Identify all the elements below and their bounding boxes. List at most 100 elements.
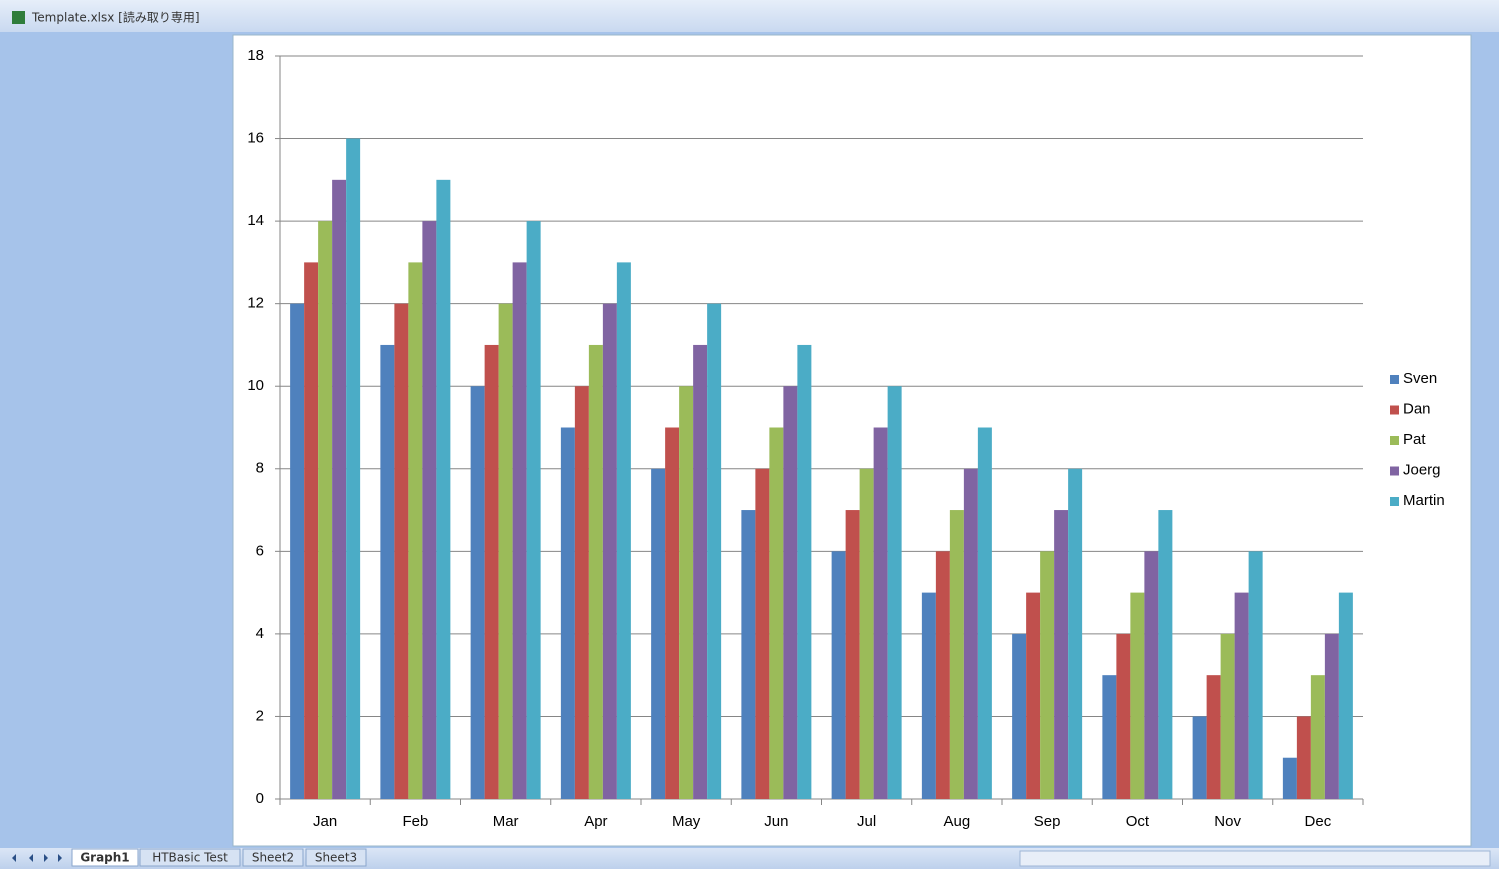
bar <box>574 386 589 799</box>
bar <box>1324 633 1339 799</box>
bar <box>679 386 694 799</box>
sheet-tab-label[interactable]: HTBasic Test <box>152 851 228 865</box>
bar <box>616 262 631 799</box>
bar <box>1144 551 1159 799</box>
x-tick-label: Sep <box>1034 813 1061 830</box>
title-bar <box>0 0 1499 32</box>
x-tick-label: Nov <box>1214 813 1241 830</box>
bar <box>318 221 333 800</box>
x-tick-label: May <box>672 813 701 830</box>
sheet-tab-label[interactable]: Sheet2 <box>252 851 294 865</box>
tab-nav[interactable] <box>12 854 62 862</box>
sheet-tab[interactable] <box>71 848 139 867</box>
y-tick-label: 4 <box>256 625 264 642</box>
bar <box>769 427 784 799</box>
bar <box>1116 633 1131 799</box>
bar <box>707 303 722 799</box>
sheet-tab-label[interactable]: Sheet3 <box>315 851 357 865</box>
x-tick-label: Jun <box>764 813 788 830</box>
bar <box>1192 716 1207 799</box>
x-tick-label: Mar <box>493 813 519 830</box>
bar <box>498 303 513 799</box>
legend-swatch <box>1390 405 1399 415</box>
sheet-tab[interactable] <box>305 848 367 867</box>
bar <box>602 303 617 799</box>
chart: 0 2 4 6 8 10 12 14 16 18 Jan Feb Mar Apr May Jun Jul Aug S… <box>247 47 1444 830</box>
bar <box>1282 757 1297 799</box>
excel-icon <box>12 11 25 24</box>
sheet-tab-label[interactable]: Graph1 <box>80 851 129 865</box>
bar <box>859 468 874 799</box>
bar <box>1102 675 1117 799</box>
bar <box>1054 510 1069 799</box>
x-tick-label: Oct <box>1126 813 1150 830</box>
legend-label: Sven <box>1403 370 1437 387</box>
bar <box>665 427 680 799</box>
y-tick-label: 0 <box>256 790 264 807</box>
bar <box>1068 468 1083 799</box>
y-tick-label: 8 <box>256 460 264 477</box>
bar <box>1338 592 1353 799</box>
y-tick-label: 18 <box>247 47 264 64</box>
legend-label: Martin <box>1403 492 1445 509</box>
bar <box>1158 510 1173 799</box>
bar <box>1296 716 1311 799</box>
legend-swatch <box>1390 497 1399 506</box>
bar <box>1130 592 1145 799</box>
bar <box>1234 592 1249 799</box>
bar <box>346 138 361 800</box>
bar <box>873 427 888 799</box>
bar <box>1012 633 1027 799</box>
bar <box>470 386 485 799</box>
bar <box>755 468 770 799</box>
legend-label: Pat <box>1403 431 1426 448</box>
bar <box>332 179 347 800</box>
bar <box>977 427 992 799</box>
y-tick-label: 16 <box>247 130 264 147</box>
bar <box>1026 592 1041 799</box>
bar <box>935 551 950 799</box>
bar <box>797 344 812 799</box>
bar <box>560 427 575 799</box>
bar <box>949 510 964 799</box>
y-tick-label: 2 <box>256 707 264 724</box>
x-tick-label: Jul <box>857 813 876 830</box>
sheet-tab[interactable] <box>242 848 304 867</box>
bar <box>845 510 860 799</box>
bar <box>693 344 708 799</box>
legend-label: Joerg <box>1403 461 1441 478</box>
y-tick-label: 12 <box>247 295 264 312</box>
bar <box>408 262 423 799</box>
x-tick-label: Dec <box>1305 813 1332 830</box>
bar <box>304 262 319 799</box>
bar <box>526 221 541 800</box>
bar <box>783 386 798 799</box>
bar <box>921 592 936 799</box>
bar <box>484 344 499 799</box>
y-tick-label: 14 <box>247 212 264 229</box>
bar <box>831 551 846 799</box>
bar <box>741 510 756 799</box>
x-tick-label: Aug <box>944 813 971 830</box>
sheet-tab[interactable] <box>139 848 241 867</box>
window-title: Template.xlsx [読み取り専用] <box>31 10 200 25</box>
bar <box>887 386 902 799</box>
y-tick-label: 10 <box>247 377 264 394</box>
bar <box>512 262 527 799</box>
bar <box>436 179 451 800</box>
bar <box>394 303 409 799</box>
bar <box>588 344 603 799</box>
bar <box>651 468 666 799</box>
bar <box>1310 675 1325 799</box>
horizontal-scrollbar[interactable] <box>1019 850 1491 867</box>
bar <box>1248 551 1263 799</box>
bar <box>1220 633 1235 799</box>
legend-swatch <box>1390 436 1399 445</box>
x-tick-label: Apr <box>584 813 607 830</box>
x-tick-label: Jan <box>313 813 337 830</box>
bar <box>380 344 395 799</box>
bar <box>422 221 437 800</box>
bar <box>1206 675 1221 799</box>
